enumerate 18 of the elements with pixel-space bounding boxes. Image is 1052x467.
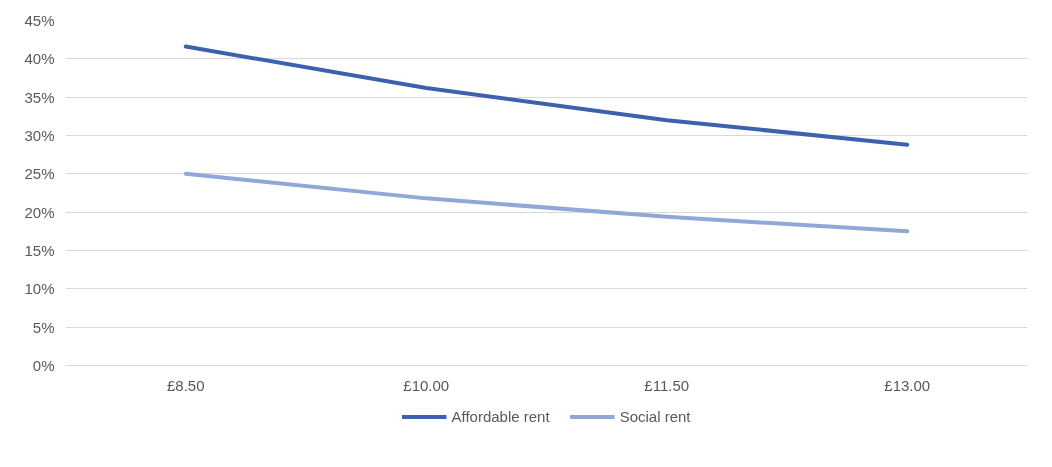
y-tick-label: 25% (24, 165, 55, 183)
x-tick-label: £13.00 (884, 376, 931, 394)
y-tick-label: 5% (32, 318, 55, 336)
line-series (183, 171, 910, 234)
x-tick-label: £11.50 (644, 376, 690, 394)
y-tick-label: 0% (32, 357, 55, 374)
y-tick-label: 40% (24, 50, 55, 68)
x-tick-label: £8.50 (166, 376, 205, 394)
y-tick-label: 10% (24, 280, 55, 298)
line-series (183, 44, 910, 147)
y-tick-label: 20% (24, 203, 55, 221)
y-tick-label: 35% (24, 88, 55, 106)
legend-label: Affordable rent (451, 407, 550, 425)
y-tick-label: 45% (24, 12, 55, 29)
y-tick-label: 30% (24, 127, 55, 144)
x-tick-label: £10.00 (403, 376, 450, 394)
legend-label: Social rent (619, 407, 691, 425)
y-tick-label: 15% (24, 242, 55, 259)
